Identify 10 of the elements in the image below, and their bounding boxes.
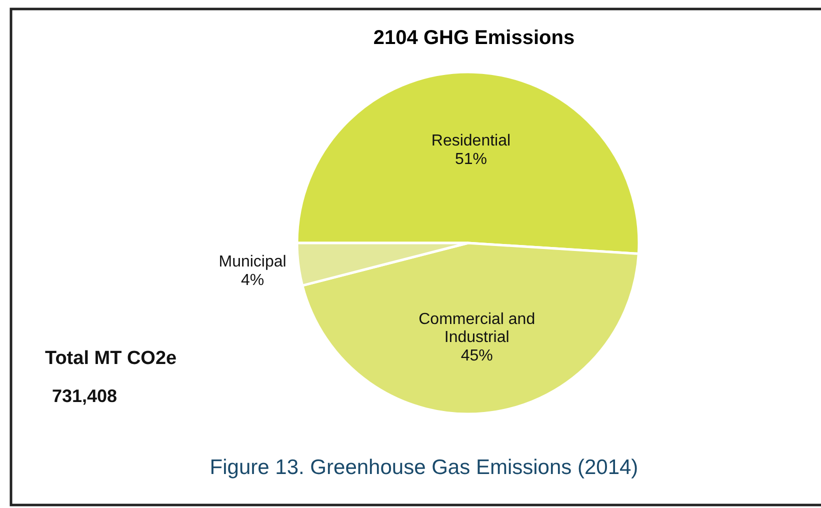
- data-label: 4%: [240, 272, 264, 290]
- text: Total MT CO2e: [45, 348, 177, 369]
- caption: Figure 13. Greenhouse Gas Emissions (2014): [210, 456, 638, 479]
- slice-label: Commercial and Industrial: [418, 310, 536, 346]
- data-label: 51%: [454, 150, 487, 168]
- data-label: 45%: [460, 348, 493, 365]
- slice-label: Municipal: [218, 254, 286, 271]
- text: 731,408: [52, 386, 118, 406]
- slice-label: Residential: [431, 132, 511, 150]
- chart-title: 2104 GHG Emissions: [373, 27, 575, 49]
